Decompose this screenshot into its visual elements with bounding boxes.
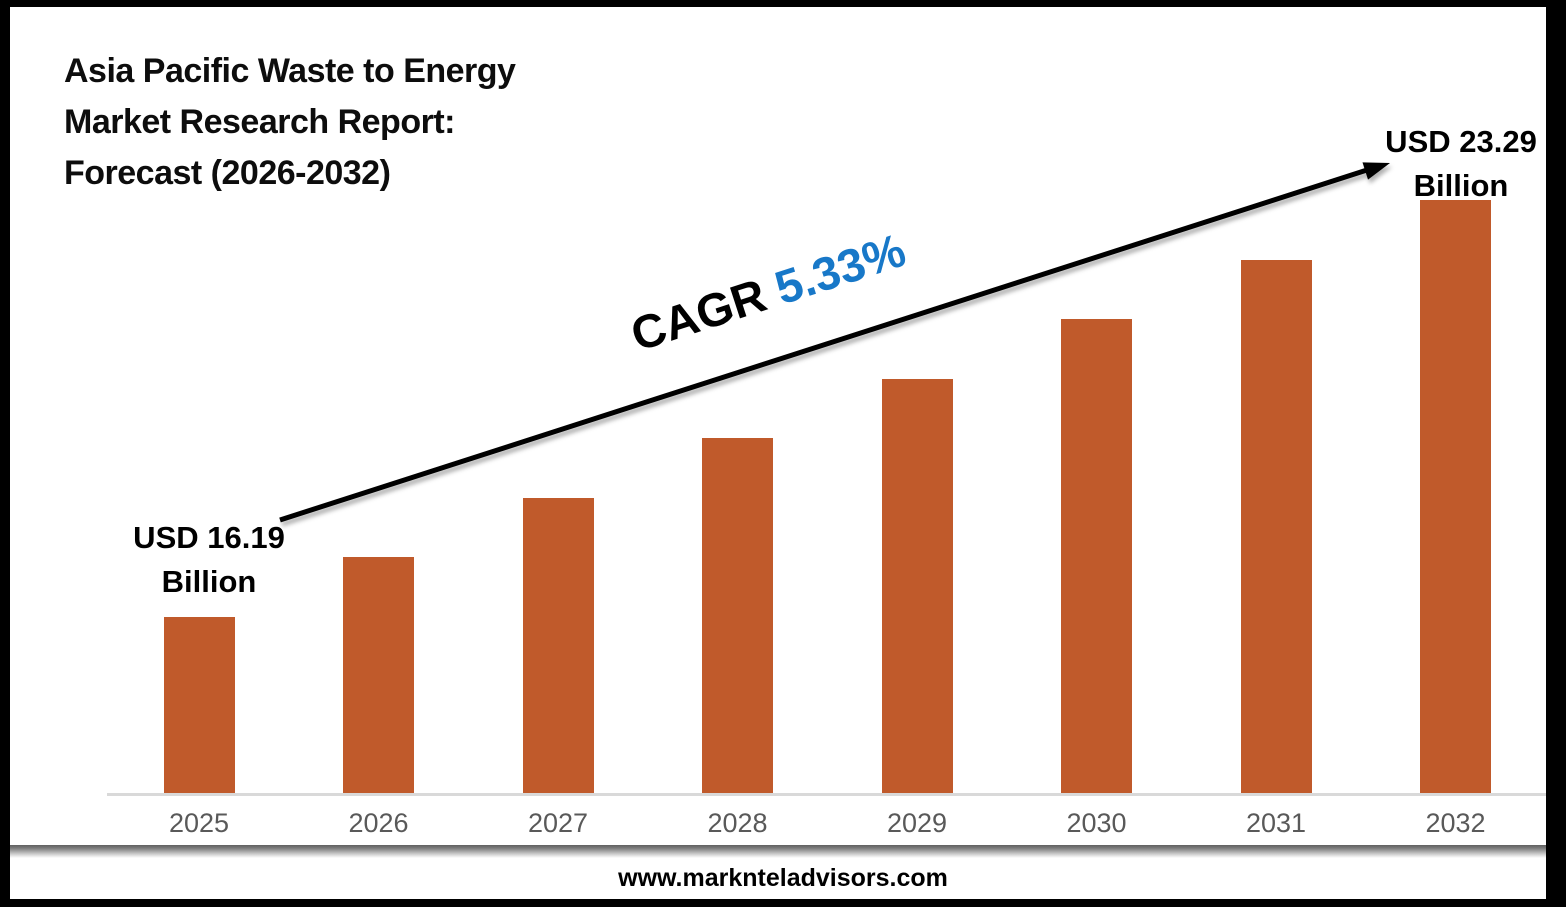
x-tick-2028: 2028 [707,808,768,838]
x-tick-2029: 2029 [886,808,948,838]
value-label-2032: USD 23.29 Billion [1385,120,1537,208]
footer-divider-bar [10,845,1546,858]
bar-2027 [522,497,594,793]
value-label-2025: USD 16.19 Billion [133,516,285,604]
x-tick-2025: 2025 [168,808,230,838]
bar-2032 [1420,200,1491,793]
x-tick-2032: 2032 [1425,808,1486,838]
value-label-2032-line1: USD 23.29 [1385,124,1537,159]
frame-border-right [1546,0,1566,907]
frame-border-left [0,0,10,907]
frame-border-bottom [0,899,1566,907]
footer-website: www.marknteladvisors.com [618,864,948,892]
value-label-2032-line2: Billion [1413,168,1509,203]
value-label-2025-line1: USD 16.19 [133,520,285,555]
value-label-2025-line2: Billion [161,564,257,599]
x-tick-2031: 2031 [1245,808,1307,838]
chart-title-line3: Forecast (2026-2032) [64,154,391,192]
bar-2030 [1061,319,1132,793]
chart-title-line2: Market Research Report: [64,103,455,141]
frame-border-top [0,0,1566,7]
bar-2028 [702,438,773,793]
chart-title-line1: Asia Pacific Waste to Energy [64,52,516,90]
chart-title: Asia Pacific Waste to Energy Market Rese… [64,46,516,199]
x-tick-2026: 2026 [348,808,409,838]
x-tick-2030: 2030 [1066,808,1127,838]
bar-2029 [881,378,953,793]
bar-2031 [1240,259,1312,793]
x-tick-2027: 2027 [527,808,589,838]
bar-2025 [163,617,235,793]
x-axis-line [107,793,1546,796]
bar-2026 [343,557,414,793]
